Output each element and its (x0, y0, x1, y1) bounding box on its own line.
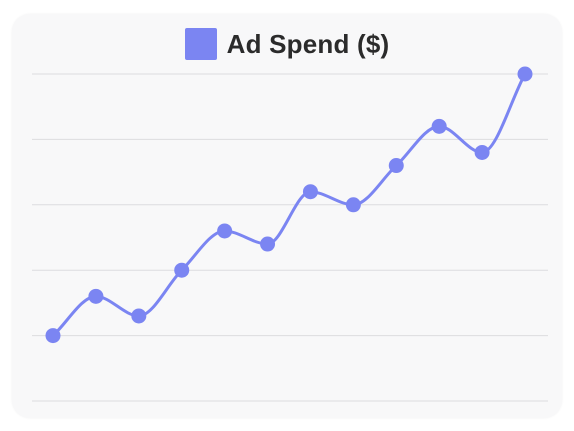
data-point-8[interactable] (345, 197, 361, 213)
data-point-7[interactable] (302, 184, 318, 200)
series-group (45, 66, 533, 344)
data-point-1[interactable] (45, 328, 61, 344)
legend-label: Ad Spend ($) (226, 28, 390, 59)
gridlines (32, 73, 548, 402)
data-point-3[interactable] (131, 308, 147, 324)
data-point-4[interactable] (174, 262, 190, 278)
data-point-6[interactable] (260, 236, 276, 252)
data-point-12[interactable] (517, 66, 533, 82)
data-point-10[interactable] (431, 118, 447, 134)
data-point-2[interactable] (88, 288, 104, 304)
chart-card (12, 14, 562, 418)
chart-legend: Ad Spend ($) (0, 24, 574, 64)
legend-swatch (184, 28, 217, 60)
data-point-5[interactable] (217, 223, 233, 239)
data-point-11[interactable] (474, 144, 490, 160)
data-point-9[interactable] (388, 158, 404, 174)
